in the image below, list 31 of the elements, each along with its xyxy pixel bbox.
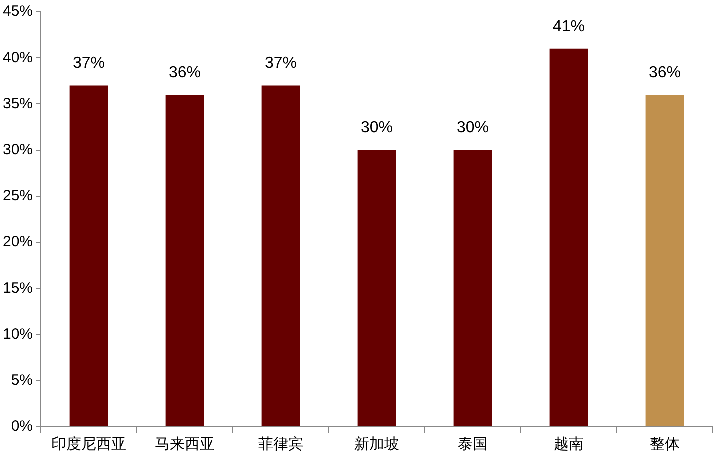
y-tick-label: 45% [2,3,34,20]
y-tick-label: 5% [11,372,34,390]
x-tick-label: 越南 [554,436,584,454]
y-tick-label: 25% [2,188,34,205]
bar [550,48,588,426]
x-tick-label: 整体 [650,436,680,454]
bar [358,150,396,426]
bar [70,86,108,426]
data-label: 30% [456,120,490,137]
bar [646,95,684,426]
bar [166,95,204,426]
y-tick-label: 30% [2,141,34,158]
x-tick-label: 泰国 [458,436,488,454]
y-tick-label: 0% [11,418,34,436]
y-tick-label: 40% [2,49,34,66]
bar [262,86,300,426]
x-tick-label: 印度尼西亚 [52,436,127,454]
data-label: 41% [552,18,586,36]
data-label: 36% [169,64,202,82]
data-label: 36% [648,64,682,82]
data-label: 30% [360,120,394,137]
data-label: 37% [265,55,298,72]
x-tick-label: 新加坡 [354,436,400,454]
y-tick-label: 15% [2,280,34,297]
y-tick-label: 10% [2,326,34,343]
y-tick-label: 35% [2,95,34,112]
x-tick-label: 马来西亚 [155,436,216,454]
bar [454,150,492,426]
y-tick-label: 20% [2,234,34,251]
data-label: 37% [73,55,106,72]
x-tick-label: 菲律宾 [258,436,304,454]
